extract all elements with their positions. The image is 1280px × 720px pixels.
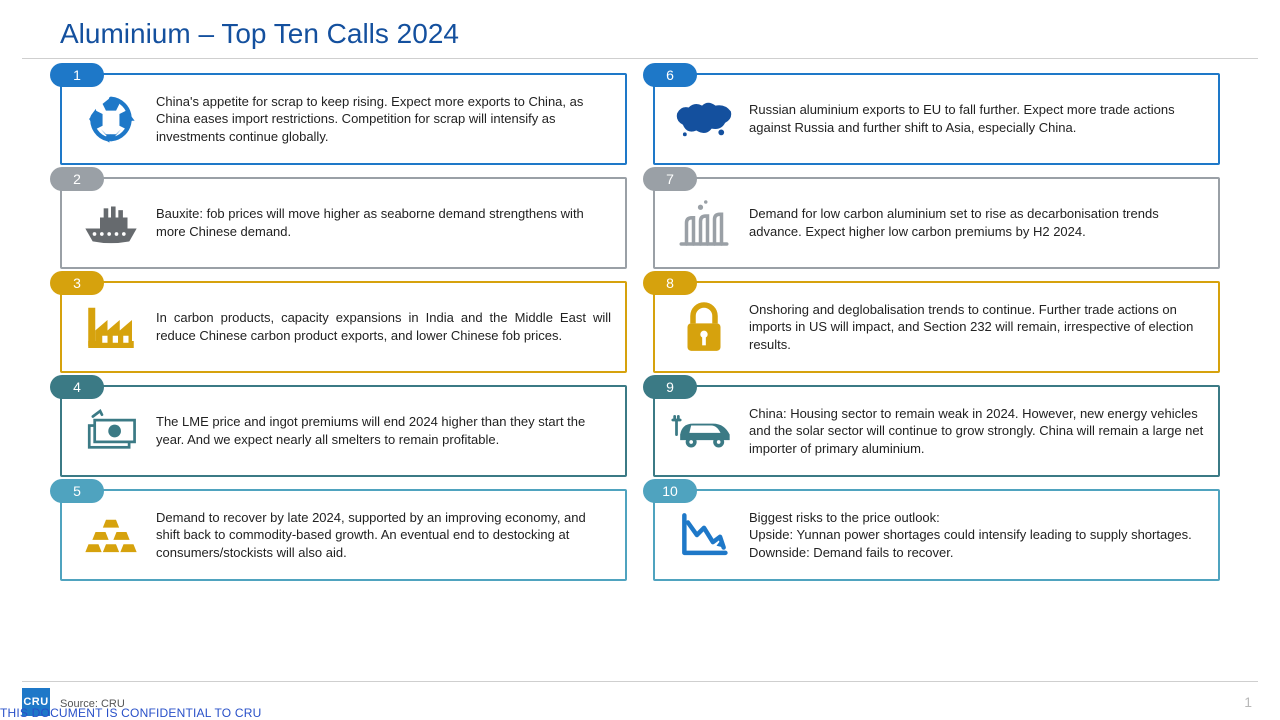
- card-text: China's appetite for scrap to keep risin…: [150, 93, 611, 146]
- card-text: Biggest risks to the price outlook: Upsi…: [743, 509, 1204, 562]
- right-column: 6 Russian aluminium exports to EU to fal…: [653, 73, 1220, 581]
- call-card-9: 9 China: Housing sector to remain weak i…: [653, 385, 1220, 477]
- card-number-badge: 7: [643, 167, 697, 191]
- lock-icon: [665, 297, 743, 357]
- card-number-badge: 10: [643, 479, 697, 503]
- ship-icon: [72, 193, 150, 253]
- card-columns: 1 China's appetite for scrap to keep ris…: [0, 73, 1280, 581]
- card-number-badge: 4: [50, 375, 104, 399]
- ev-icon: [665, 401, 743, 461]
- call-card-3: 3 In carbon products, capacity expansion…: [60, 281, 627, 373]
- card-number-badge: 9: [643, 375, 697, 399]
- card-number-badge: 3: [50, 271, 104, 295]
- card-text: Demand for low carbon aluminium set to r…: [743, 205, 1204, 240]
- bars-icon: [72, 505, 150, 565]
- call-card-4: 4 The LME price and ingot premiums will …: [60, 385, 627, 477]
- card-number-badge: 8: [643, 271, 697, 295]
- call-card-5: 5 Demand to recover by late 2024, suppor…: [60, 489, 627, 581]
- call-card-6: 6 Russian aluminium exports to EU to fal…: [653, 73, 1220, 165]
- card-text: The LME price and ingot premiums will en…: [150, 413, 611, 448]
- card-number-badge: 2: [50, 167, 104, 191]
- card-number-badge: 5: [50, 479, 104, 503]
- card-number-badge: 1: [50, 63, 104, 87]
- call-card-2: 2 Bauxite: fob prices will move higher a…: [60, 177, 627, 269]
- downchart-icon: [665, 505, 743, 565]
- footer-divider: [22, 681, 1258, 682]
- card-text: China: Housing sector to remain weak in …: [743, 405, 1204, 458]
- page-title: Aluminium – Top Ten Calls 2024: [0, 0, 1280, 58]
- title-divider: [22, 58, 1258, 59]
- call-card-8: 8 Onshoring and deglobalisation trends t…: [653, 281, 1220, 373]
- left-column: 1 China's appetite for scrap to keep ris…: [60, 73, 627, 581]
- card-number-badge: 6: [643, 63, 697, 87]
- page-number: 1: [1244, 694, 1252, 710]
- call-card-10: 10 Biggest risks to the price outlook: U…: [653, 489, 1220, 581]
- plant-icon: [665, 193, 743, 253]
- confidential-notice: THIS DOCUMENT IS CONFIDENTIAL TO CRU: [0, 706, 261, 720]
- card-text: Russian aluminium exports to EU to fall …: [743, 101, 1204, 136]
- card-text: Bauxite: fob prices will move higher as …: [150, 205, 611, 240]
- call-card-7: 7 Demand for low carbon aluminium set to…: [653, 177, 1220, 269]
- recycle-icon: [72, 89, 150, 149]
- factory-icon: [72, 297, 150, 357]
- card-text: Onshoring and deglobalisation trends to …: [743, 301, 1204, 354]
- cash-icon: [72, 401, 150, 461]
- card-text: Demand to recover by late 2024, supporte…: [150, 509, 611, 562]
- call-card-1: 1 China's appetite for scrap to keep ris…: [60, 73, 627, 165]
- map-icon: [665, 89, 743, 149]
- card-text: In carbon products, capacity expansions …: [150, 309, 611, 344]
